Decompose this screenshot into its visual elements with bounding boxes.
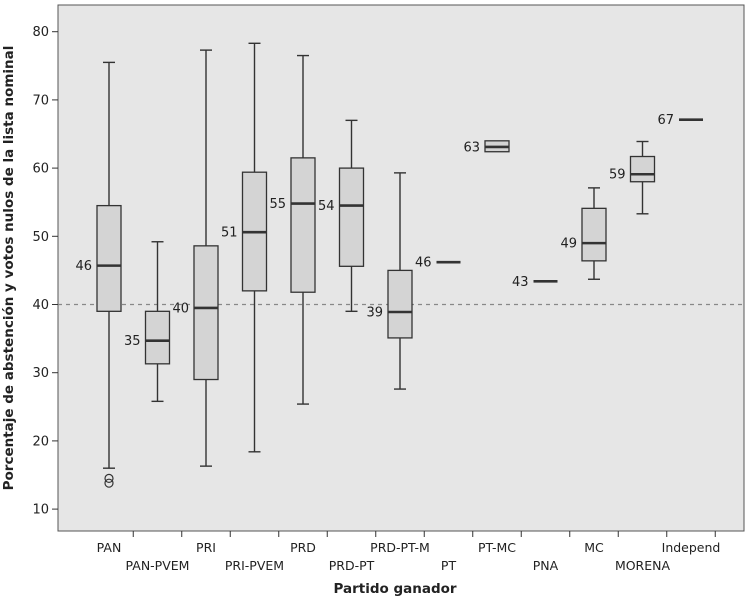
box-pt: 46 [415,256,461,271]
plot-area [57,4,745,532]
box-morena: 59 [609,140,656,215]
x-tick-label: PNA [533,558,559,573]
outlier-point [104,478,114,488]
box-independ: 67 [657,113,703,128]
x-tick-label: MC [584,540,604,555]
box-iqr [338,167,365,267]
median-label: 35 [124,334,141,349]
box-pri: 40 [172,49,219,467]
median-label: 59 [609,168,626,183]
x-tick-label: PRI-PVEM [225,558,284,573]
median-label: 46 [75,259,92,274]
x-axis-title: Partido ganador [333,581,456,597]
box-iqr [193,245,219,381]
median-label: 51 [221,226,238,241]
x-tick-label: PT-MC [478,540,516,555]
box-pri-pvem: 51 [221,42,268,453]
box-iqr [144,310,171,365]
box-prd-pt: 54 [318,119,365,313]
box-iqr [387,269,413,339]
x-tick-label: PAN [97,540,122,555]
x-tick-label: PRD [290,540,316,555]
median-label: 67 [657,113,674,128]
y-tick-label: 20 [32,434,49,449]
x-tick-label: PT [441,558,457,573]
y-tick-label: 70 [32,93,49,108]
y-tick-label: 80 [32,25,49,40]
x-tick-label: PRD-PT-M [370,540,430,555]
box-pan: 46 [75,61,122,488]
median-label: 55 [269,197,286,212]
x-tick-label: PRI [196,540,216,555]
y-tick-label: 50 [32,230,49,245]
box-iqr [629,155,656,183]
box-pt-mc: 63 [463,140,510,155]
box-pna: 43 [512,275,558,290]
x-tick-label: Independ [662,540,721,555]
box-prd-pt-m: 39 [366,172,413,390]
x-tick-label: MORENA [615,558,671,573]
box-iqr [96,204,122,312]
y-tick-label: 40 [32,298,49,313]
box-mc: 49 [560,187,607,280]
x-tick-label: PRD-PT [329,558,375,573]
box-pan-pvem: 35 [124,241,171,403]
median-label: 39 [366,306,383,321]
y-tick-label: 60 [32,162,49,177]
median-label: 49 [560,237,577,252]
median-label: 40 [172,301,189,316]
y-tick-label: 10 [32,503,49,518]
x-tick-label: PAN-PVEM [126,558,190,573]
box-prd: 55 [269,54,316,405]
median-label: 46 [415,256,432,271]
outlier-point [104,473,114,484]
box-iqr [581,207,607,262]
y-tick-label: 30 [32,366,49,381]
median-label: 43 [512,275,529,290]
y-axis-title: Porcentaje de abstención y votos nulos d… [1,46,17,491]
median-label: 63 [463,140,480,155]
box-iqr [290,157,316,293]
median-label: 54 [318,199,335,214]
